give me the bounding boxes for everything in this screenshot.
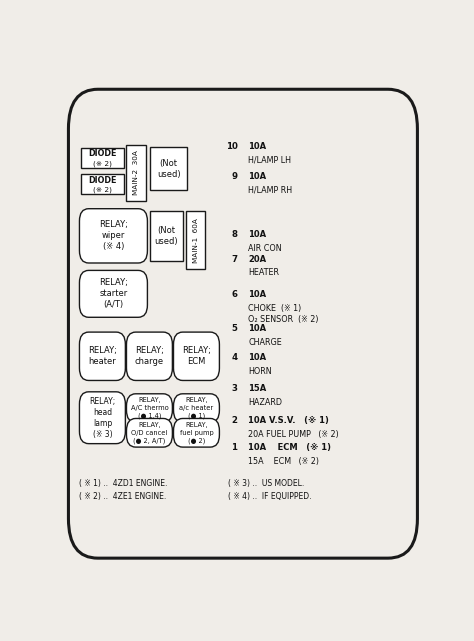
FancyBboxPatch shape: [127, 394, 173, 422]
Text: RELAY;
starter
(A/T): RELAY; starter (A/T): [99, 278, 128, 310]
Text: RELAY,
a/c heater
(● 1): RELAY, a/c heater (● 1): [179, 397, 213, 419]
FancyBboxPatch shape: [80, 392, 125, 444]
Text: HEATER: HEATER: [248, 269, 280, 278]
Text: 1: 1: [231, 443, 237, 452]
Text: RELAY,
O/D cancel
(● 2, A/T): RELAY, O/D cancel (● 2, A/T): [131, 422, 168, 444]
FancyBboxPatch shape: [173, 332, 219, 381]
FancyBboxPatch shape: [80, 271, 147, 317]
FancyBboxPatch shape: [127, 332, 173, 381]
Text: 9: 9: [231, 172, 237, 181]
Text: 10: 10: [226, 142, 237, 151]
Text: (※ 2): (※ 2): [93, 187, 112, 193]
Text: HAZARD: HAZARD: [248, 397, 283, 407]
Text: AIR CON: AIR CON: [248, 244, 282, 253]
Text: DIODE: DIODE: [88, 149, 117, 158]
Text: 5: 5: [231, 324, 237, 333]
Text: 10A: 10A: [248, 290, 266, 299]
Text: 10A: 10A: [248, 172, 266, 181]
Bar: [127, 144, 146, 201]
Text: 10A: 10A: [248, 230, 266, 239]
Bar: [82, 147, 124, 168]
FancyBboxPatch shape: [68, 89, 418, 558]
Text: 6: 6: [231, 290, 237, 299]
Text: ( ※ 2) ..  4ZE1 ENGINE.: ( ※ 2) .. 4ZE1 ENGINE.: [80, 492, 167, 501]
Text: MAIN-1  60A: MAIN-1 60A: [192, 218, 199, 263]
Text: (Not
used): (Not used): [155, 226, 178, 246]
Text: RELAY,
fuel pump
(● 2): RELAY, fuel pump (● 2): [180, 422, 213, 444]
Bar: [150, 147, 187, 190]
Text: RELAY;
ECM: RELAY; ECM: [182, 346, 211, 366]
Text: 2: 2: [231, 417, 237, 426]
Bar: [150, 211, 182, 260]
Text: CHARGE: CHARGE: [248, 338, 282, 347]
Text: ( ※ 4) ..  IF EQUIPPED.: ( ※ 4) .. IF EQUIPPED.: [228, 492, 312, 501]
Text: 3: 3: [231, 384, 237, 393]
FancyBboxPatch shape: [127, 419, 173, 447]
Text: (Not
used): (Not used): [157, 159, 181, 179]
Text: ( ※ 1) ..  4ZD1 ENGINE.: ( ※ 1) .. 4ZD1 ENGINE.: [80, 479, 168, 488]
Text: RELAY;
heater: RELAY; heater: [88, 346, 117, 366]
Text: ( ※ 3) ..  US MODEL.: ( ※ 3) .. US MODEL.: [228, 479, 304, 488]
Text: 8: 8: [231, 230, 237, 239]
Text: RELAY;
charge: RELAY; charge: [135, 346, 164, 366]
Text: 4: 4: [231, 353, 237, 362]
Text: 20A FUEL PUMP   (※ 2): 20A FUEL PUMP (※ 2): [248, 430, 339, 439]
Text: 7: 7: [231, 254, 237, 263]
Text: 10A V.S.V.   (※ 1): 10A V.S.V. (※ 1): [248, 417, 329, 426]
Text: 10A    ECM   (※ 1): 10A ECM (※ 1): [248, 443, 331, 452]
Bar: [82, 174, 124, 194]
FancyBboxPatch shape: [173, 394, 219, 422]
Text: H/LAMP LH: H/LAMP LH: [248, 156, 292, 165]
Text: 10A: 10A: [248, 324, 266, 333]
Text: DIODE: DIODE: [88, 176, 117, 185]
Text: 20A: 20A: [248, 254, 266, 263]
Text: 15A: 15A: [248, 384, 267, 393]
Text: RELAY,
A/C thermo
(● 1,4): RELAY, A/C thermo (● 1,4): [130, 397, 168, 419]
Text: 15A    ECM   (※ 2): 15A ECM (※ 2): [248, 457, 319, 466]
Text: 10A: 10A: [248, 353, 266, 362]
Text: RELAY;
head
lamp
(※ 3): RELAY; head lamp (※ 3): [89, 397, 116, 439]
FancyBboxPatch shape: [80, 332, 125, 381]
Text: H/LAMP RH: H/LAMP RH: [248, 185, 292, 194]
FancyBboxPatch shape: [80, 209, 147, 263]
Text: RELAY;
wiper
(※ 4): RELAY; wiper (※ 4): [99, 221, 128, 251]
FancyBboxPatch shape: [173, 419, 219, 447]
Bar: [186, 211, 205, 269]
Text: CHOKE  (※ 1)
O₂ SENSOR  (※ 2): CHOKE (※ 1) O₂ SENSOR (※ 2): [248, 304, 319, 324]
Text: 10A: 10A: [248, 142, 266, 151]
Text: HORN: HORN: [248, 367, 272, 376]
Text: (※ 2): (※ 2): [93, 160, 112, 167]
Text: MAIN-2  30A: MAIN-2 30A: [133, 151, 139, 196]
